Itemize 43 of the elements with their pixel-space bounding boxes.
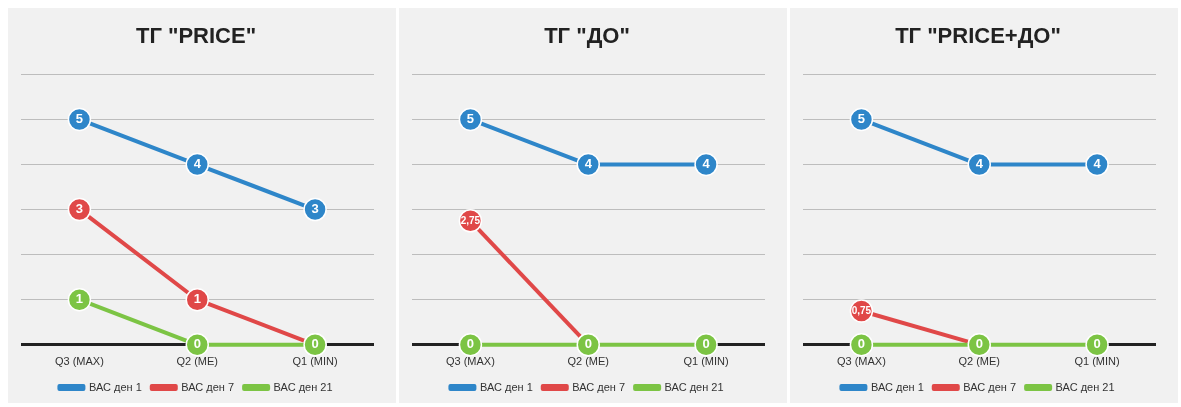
data-label: 0 [975, 336, 983, 352]
data-label: 2,75 [460, 214, 481, 226]
x-tick-label: Q2 (ME) [176, 355, 219, 368]
data-label: 5 [75, 111, 84, 127]
data-label: 5 [857, 111, 866, 127]
chart-title: ТГ "PRICE+ДО" [895, 23, 1061, 49]
legend-label: ВАС ден 21 [273, 380, 333, 393]
x-tick-label: Q2 (ME) [958, 355, 1001, 368]
legend-label: ВАС ден 21 [664, 380, 724, 393]
legend-label: ВАС ден 1 [88, 380, 142, 393]
data-label: 3 [75, 201, 84, 217]
data-label: 0 [584, 336, 592, 352]
data-label: 0 [1093, 336, 1101, 352]
legend-label: ВАС ден 1 [479, 380, 533, 393]
legend-label: ВАС ден 7 [963, 380, 1017, 393]
data-label: 5 [466, 111, 475, 127]
data-label: 3 [311, 201, 319, 217]
x-tick-label: Q3 (MAX) [54, 355, 104, 368]
data-label: 0 [702, 336, 710, 352]
x-tick-label: Q2 (ME) [567, 355, 610, 368]
data-label: 0 [193, 336, 201, 352]
chart-title: ТГ "PRICE" [135, 23, 257, 49]
chart-title: ТГ "ДО" [544, 23, 630, 49]
x-tick-label: Q1 (MIN) [292, 355, 338, 368]
data-label: 0 [466, 336, 475, 352]
legend-label: ВАС ден 7 [572, 380, 626, 393]
x-tick-label: Q1 (MIN) [683, 355, 729, 368]
x-tick-label: Q3 (MAX) [836, 355, 886, 368]
data-label: 4 [702, 156, 711, 172]
data-label: 4 [193, 156, 202, 172]
data-label: 0 [311, 336, 319, 352]
x-tick-label: Q3 (MAX) [445, 355, 495, 368]
data-label: 4 [584, 156, 593, 172]
data-label: 1 [75, 291, 84, 307]
legend-label: ВАС ден 7 [181, 380, 235, 393]
data-label: 0,75 [851, 304, 872, 316]
data-label: 1 [193, 291, 201, 307]
legend-label: ВАС ден 1 [870, 380, 924, 393]
data-label: 4 [975, 156, 984, 172]
legend-label: ВАС ден 21 [1055, 380, 1115, 393]
data-label: 4 [1093, 156, 1102, 172]
x-tick-label: Q1 (MIN) [1074, 355, 1120, 368]
data-label: 0 [857, 336, 866, 352]
